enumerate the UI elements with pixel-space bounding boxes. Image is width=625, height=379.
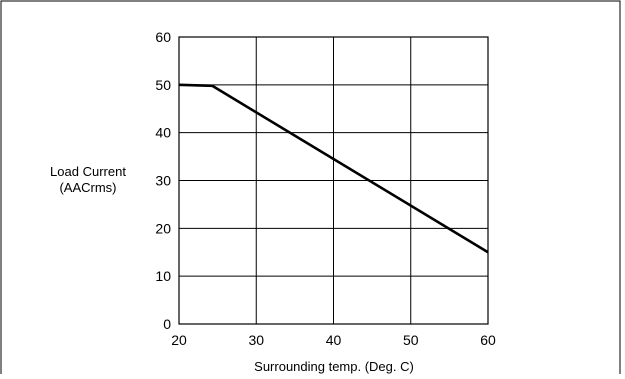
- series: [178, 83, 489, 254]
- x-tick-label: 50: [403, 332, 419, 348]
- y-tick-label: 60: [155, 29, 171, 45]
- x-axis-label: Surrounding temp. (Deg. C): [254, 359, 414, 374]
- y-tick-labels: 0 10 20 30 40 50 60: [155, 29, 171, 332]
- y-tick-label: 50: [155, 77, 171, 93]
- y-axis-label-line-2: (AACrms): [59, 180, 116, 195]
- x-tick-label: 60: [480, 332, 496, 348]
- y-tick-label: 40: [155, 125, 171, 141]
- x-tick-label: 40: [326, 332, 342, 348]
- x-tick-labels: 20 30 40 50 60: [171, 332, 496, 348]
- x-tick-label: 20: [171, 332, 187, 348]
- y-tick-label: 0: [163, 316, 171, 332]
- series-line: [178, 83, 489, 254]
- plot-area-border: [178, 36, 489, 325]
- y-tick-label: 20: [155, 220, 171, 236]
- y-tick-label: 30: [155, 173, 171, 189]
- grid: [178, 36, 489, 325]
- y-axis-label-line-1: Load Current: [50, 164, 126, 179]
- x-tick-label: 30: [248, 332, 264, 348]
- y-tick-label: 10: [155, 268, 171, 284]
